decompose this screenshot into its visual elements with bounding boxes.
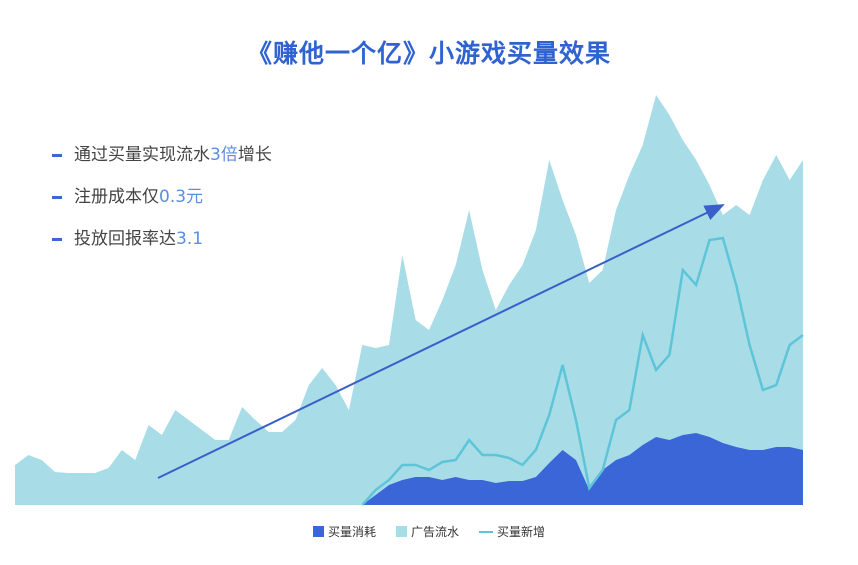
bullet-text: 投放回报率达 — [74, 229, 176, 249]
chart-title: 《赚他一个亿》小游戏买量效果 — [246, 39, 611, 68]
bullet-suffix: 增长 — [237, 145, 272, 165]
bullet-dash — [52, 195, 62, 199]
bullet: 投放回报率达3.1 — [52, 224, 272, 266]
bullet-highlight: 0.3元 — [159, 187, 204, 207]
legend-swatch — [395, 526, 407, 537]
bullet-dash — [52, 237, 62, 241]
legend-item: 广告流水 — [395, 525, 459, 539]
area — [15, 95, 803, 505]
bullet: 注册成本仅0.3元 — [52, 182, 272, 224]
bullet-text: 注册成本仅 — [74, 187, 159, 207]
legend-item: 买量消耗 — [312, 525, 376, 539]
trend-arrow — [157, 204, 725, 479]
legend-label: 买量消耗 — [327, 525, 376, 539]
bullet-highlight: 3.1 — [176, 229, 204, 249]
bullet-highlight: 3倍 — [210, 145, 238, 165]
legend-label: 买量新增 — [497, 525, 546, 539]
legend-item: 买量新增 — [479, 525, 545, 539]
legend-label: 广告流水 — [410, 525, 459, 539]
legend: 买量消耗 广告流水 买量新增 — [0, 523, 858, 540]
bullet-text: 通过买量实现流水 — [74, 145, 210, 165]
legend-swatch — [312, 526, 324, 537]
area — [15, 433, 803, 505]
plot-area — [15, 95, 804, 506]
bullet-list: 通过买量实现流水3倍增长 注册成本仅0.3元 投放回报率达3.1 — [52, 140, 272, 266]
legend-swatch — [479, 531, 493, 533]
line — [361, 236, 804, 506]
bullet-dash — [52, 153, 62, 157]
bullet: 通过买量实现流水3倍增长 — [52, 140, 272, 182]
